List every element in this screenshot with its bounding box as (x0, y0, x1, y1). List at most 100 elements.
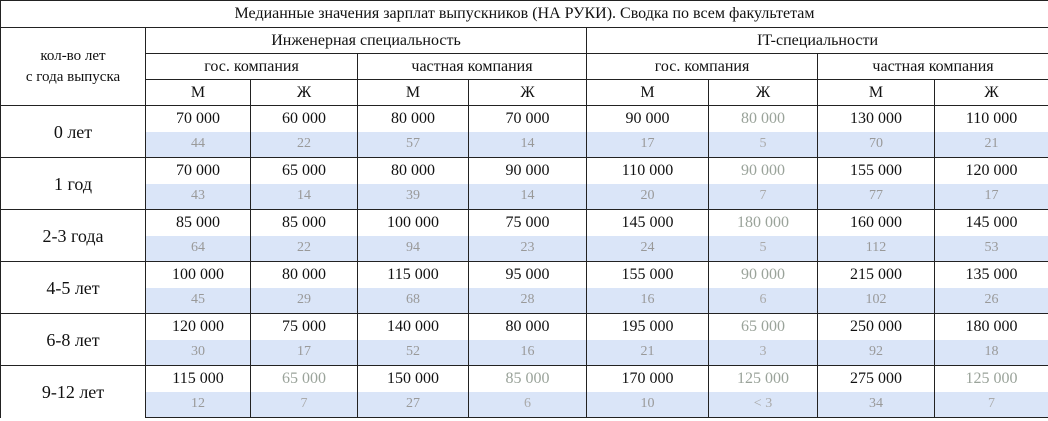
count-cell: 3 (708, 339, 818, 366)
salary-cell: 75 000 (250, 313, 358, 340)
count-cell: 27 (357, 391, 469, 418)
company-header: частная компания (357, 53, 587, 80)
salary-cell: 70 000 (468, 105, 587, 132)
salary-cell: 110 000 (933, 105, 1048, 132)
table-row: 43 14 39 14 20 7 77 17 (1, 183, 1048, 210)
table-row: 4-5 лет 100 000 80 000 115 000 95 000 155 000… (0, 261, 1048, 314)
salary-cell: 70 000 (145, 105, 251, 132)
salary-cell: 195 000 (586, 313, 709, 340)
count-cell: 21 (586, 339, 709, 366)
salary-cell: 145 000 (933, 209, 1048, 236)
count-cell: 7 (933, 391, 1048, 418)
row-label: 2-3 года (0, 209, 146, 262)
count-cell: 21 (933, 131, 1048, 158)
count-cell: 44 (145, 131, 251, 158)
company-header: гос. компания (586, 53, 818, 80)
table-row: 45 29 68 28 16 6 102 26 (1, 287, 1048, 314)
salary-cell: 75 000 (468, 209, 587, 236)
count-cell: 14 (468, 183, 587, 210)
gender-header: Ж (468, 79, 587, 106)
salary-cell: 95 000 (468, 261, 587, 288)
count-cell: 102 (817, 287, 935, 314)
count-cell: 57 (357, 131, 469, 158)
gender-header: М (817, 79, 935, 106)
row-header: кол-во лет с года выпуска (0, 27, 146, 106)
row-label: 4-5 лет (0, 261, 146, 314)
salary-cell: 85 000 (145, 209, 251, 236)
salary-cell: 145 000 (586, 209, 709, 236)
salary-cell: 65 000 (250, 157, 358, 184)
count-cell: 39 (357, 183, 469, 210)
count-cell: 6 (468, 391, 587, 418)
count-cell: 77 (817, 183, 935, 210)
salary-cell: 100 000 (145, 261, 251, 288)
count-cell: 16 (468, 339, 587, 366)
salary-cell: 160 000 (817, 209, 935, 236)
salary-cell: 215 000 (817, 261, 935, 288)
salary-cell: 85 000 (468, 365, 587, 392)
salary-cell: 140 000 (357, 313, 469, 340)
table-title: Медианные значения зарплат выпускников (… (0, 0, 1048, 28)
salary-cell: 275 000 (817, 365, 935, 392)
salary-cell: 130 000 (817, 105, 935, 132)
count-cell: 22 (250, 235, 358, 262)
row-label: 0 лет (0, 105, 146, 158)
salary-cell: 90 000 (586, 105, 709, 132)
count-cell: 20 (586, 183, 709, 210)
count-cell: 68 (357, 287, 469, 314)
count-cell: 45 (145, 287, 251, 314)
salary-cell: 65 000 (708, 313, 818, 340)
count-cell: 112 (817, 235, 935, 262)
gender-header: М (586, 79, 709, 106)
salary-cell: 125 000 (708, 365, 818, 392)
count-cell: 14 (250, 183, 358, 210)
gender-header: М (145, 79, 251, 106)
group-header: IT-специальности (585, 27, 1048, 54)
salary-cell: 180 000 (933, 313, 1048, 340)
count-cell: 17 (933, 183, 1048, 210)
salary-cell: 180 000 (708, 209, 818, 236)
table-row: гос. компания частная компания гос. компан… (1, 53, 1048, 80)
salary-cell: 85 000 (250, 209, 358, 236)
table-row: 2-3 года 85 000 85 000 100 000 75 000 145 000… (0, 209, 1048, 262)
salary-cell: 80 000 (468, 313, 587, 340)
count-cell: 70 (817, 131, 935, 158)
count-cell: 12 (145, 391, 251, 418)
row-label: 1 год (0, 157, 146, 210)
table-row: 6-8 лет 120 000 75 000 140 000 80 000 195 000… (0, 313, 1048, 366)
salary-cell: 90 000 (708, 157, 818, 184)
salary-cell: 150 000 (357, 365, 469, 392)
row-label: 9-12 лет (0, 365, 146, 418)
count-cell: 64 (145, 235, 251, 262)
count-cell: 43 (145, 183, 251, 210)
group-header: Инженерная специальность (145, 27, 587, 54)
salary-cell: 135 000 (933, 261, 1048, 288)
count-cell: 34 (817, 391, 935, 418)
count-cell: 7 (708, 183, 818, 210)
salary-cell: 155 000 (817, 157, 935, 184)
count-cell: 28 (468, 287, 587, 314)
count-cell: 24 (586, 235, 709, 262)
table-row: 30 17 52 16 21 3 92 18 (1, 339, 1048, 366)
salary-cell: 170 000 (586, 365, 709, 392)
count-cell: 16 (586, 287, 709, 314)
salary-cell: 125 000 (933, 365, 1048, 392)
table-row: 44 22 57 14 17 5 70 21 (1, 131, 1048, 158)
salary-cell: 70 000 (145, 157, 251, 184)
count-cell: 6 (708, 287, 818, 314)
gender-header: Ж (708, 79, 818, 106)
row-header-line: кол-во лет (40, 48, 106, 65)
count-cell: 92 (817, 339, 935, 366)
salary-cell: 80 000 (708, 105, 818, 132)
count-cell: 94 (357, 235, 469, 262)
salary-cell: 100 000 (357, 209, 469, 236)
count-cell: 30 (145, 339, 251, 366)
count-cell: 7 (250, 391, 358, 418)
count-cell: 29 (250, 287, 358, 314)
table-row: 64 22 94 23 24 5 112 53 (1, 235, 1048, 262)
salary-cell: 80 000 (250, 261, 358, 288)
gender-header: Ж (250, 79, 358, 106)
count-cell: 10 (586, 391, 709, 418)
company-header: частная компания (816, 53, 1048, 80)
count-cell: 17 (586, 131, 709, 158)
